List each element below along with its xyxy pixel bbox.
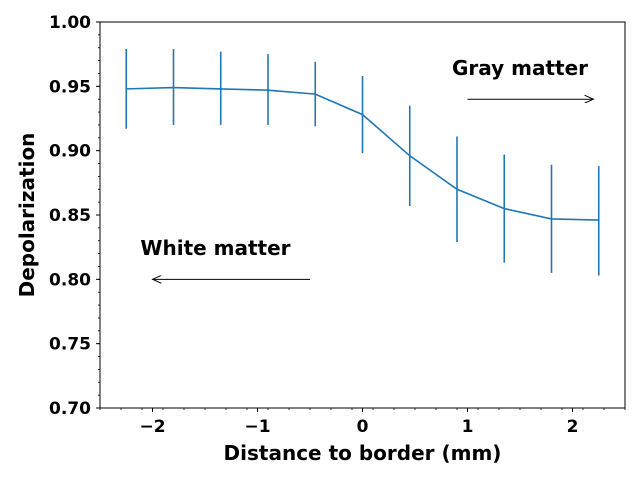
x-tick-label: 1 [462, 417, 474, 437]
annotation-text: Gray matter [452, 56, 588, 80]
x-axis-label: Distance to border (mm) [224, 441, 502, 465]
x-tick-label: −2 [139, 417, 165, 437]
series-line [126, 86, 599, 221]
y-tick-label: 0.70 [49, 399, 91, 419]
y-tick-label: 0.90 [49, 142, 91, 162]
x-tick-label: 2 [567, 417, 579, 437]
annotation-text: White matter [140, 236, 290, 260]
y-tick-label: 1.00 [49, 13, 91, 33]
x-tick-label: −1 [244, 417, 270, 437]
minor-ticks [98, 21, 626, 410]
x-tick-label: 0 [357, 417, 369, 437]
y-tick-label: 0.80 [49, 270, 91, 290]
y-tick-label: 0.95 [49, 77, 91, 97]
annotations: Gray matter White matter [140, 56, 593, 280]
y-tick-label: 0.85 [49, 206, 91, 226]
y-axis-label: Depolarization [15, 133, 39, 298]
axis-ticks: −2 −1 0 1 2 0.70 0.75 0.80 0.85 0.90 0.95 1.00 [49, 13, 578, 437]
y-tick-label: 0.75 [49, 335, 91, 355]
plot-frame [99, 21, 626, 409]
